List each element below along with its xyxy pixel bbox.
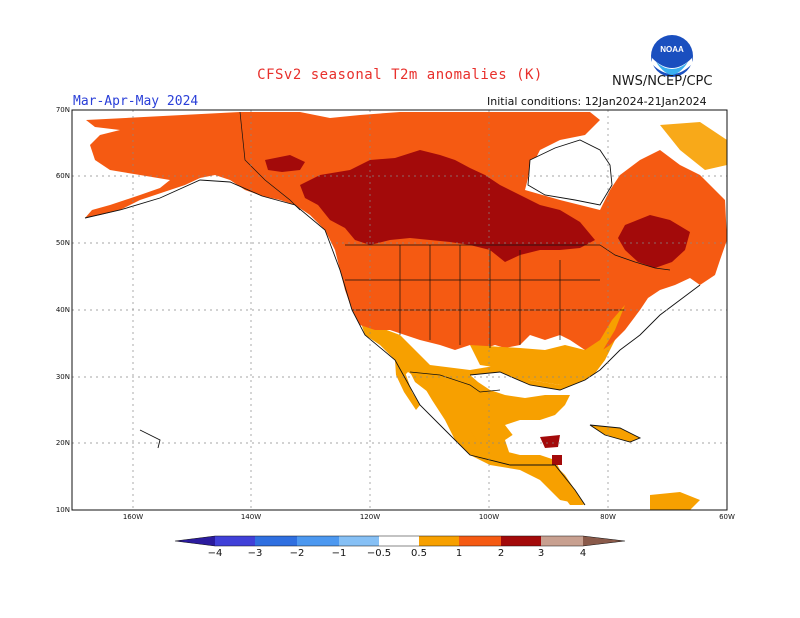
colorbar-label: 4 [579, 548, 587, 559]
colorbar [174, 535, 626, 547]
lat-label: 40N [55, 306, 70, 314]
colorbar-label: 1 [455, 548, 463, 559]
colorbar-label: −1 [331, 548, 347, 559]
lat-label: 50N [55, 239, 70, 247]
colorbar-label: 0.5 [411, 548, 427, 559]
lon-label: 60W [719, 513, 735, 521]
lon-label: 140W [240, 513, 262, 521]
lat-label: 30N [55, 373, 70, 381]
colorbar-label: −4 [207, 548, 223, 559]
lon-label: 80W [600, 513, 616, 521]
anomaly-region-2-to-3 [300, 150, 595, 262]
lat-label: 10N [55, 506, 70, 514]
lon-label: 160W [122, 513, 144, 521]
initial-conditions-label: Initial conditions: 12Jan2024-21Jan2024 [487, 95, 707, 108]
lat-label: 20N [55, 439, 70, 447]
lat-label: 60N [55, 172, 70, 180]
colorbar-label: −2 [289, 548, 305, 559]
lon-label: 100W [478, 513, 500, 521]
season-label: Mar-Apr-May 2024 [73, 94, 199, 109]
noaa-logo: NOAA [650, 34, 694, 78]
colorbar-label: −0.5 [366, 548, 392, 559]
agency-label: NWS/NCEP/CPC [612, 74, 713, 89]
map-frame [71, 109, 728, 511]
svg-text:NOAA: NOAA [660, 45, 684, 54]
colorbar-label: −3 [247, 548, 263, 559]
colorbar-label: 2 [497, 548, 505, 559]
lat-label: 70N [55, 106, 70, 114]
anomaly-region-0-5-to-1 [360, 290, 640, 505]
lon-label: 120W [359, 513, 381, 521]
colorbar-label: 3 [537, 548, 545, 559]
map-title: CFSv2 seasonal T2m anomalies (K) [257, 67, 543, 83]
